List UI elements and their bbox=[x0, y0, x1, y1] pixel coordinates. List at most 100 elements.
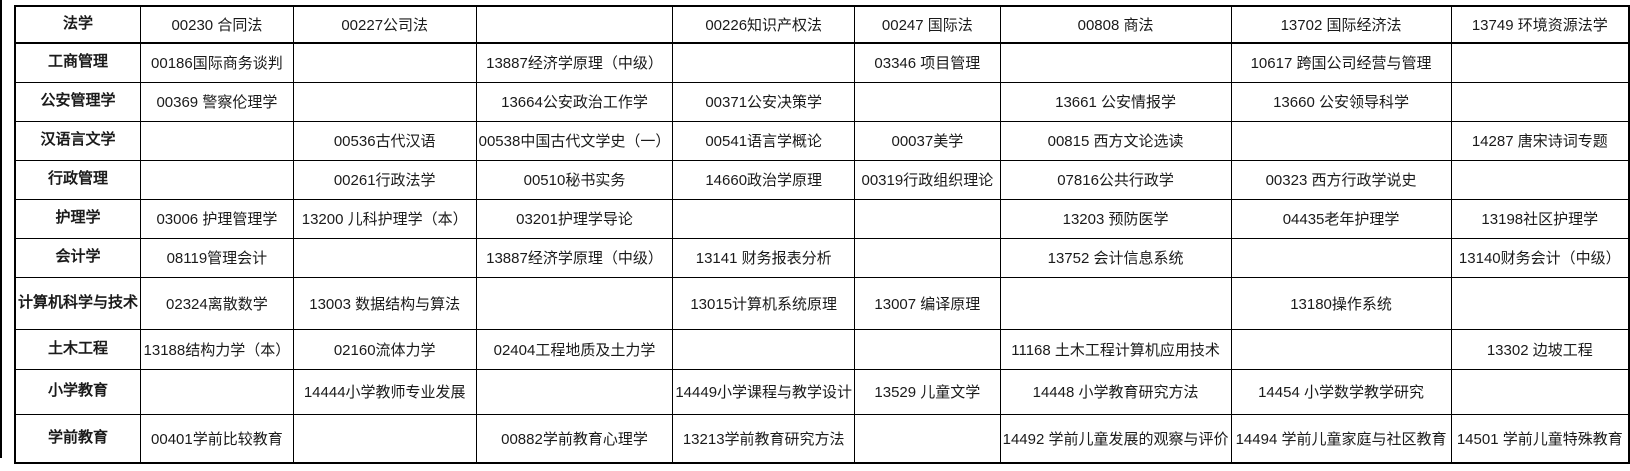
course-cell: 00230 合同法 bbox=[140, 5, 294, 44]
empty-cell bbox=[475, 5, 674, 44]
course-cell: 00186国际商务谈判 bbox=[140, 42, 294, 83]
course-cell: 00808 商法 bbox=[999, 5, 1232, 44]
course-cell: 00371公安决策学 bbox=[672, 81, 856, 122]
course-cell: 00261行政法学 bbox=[292, 159, 477, 200]
subject-row: 工商管理 00186国际商务谈判 13887经济学原理（中级） 03346 项目管理 1… bbox=[14, 42, 1630, 83]
course-cell: 13198社区护理学 bbox=[1450, 198, 1630, 239]
course-cell: 13003 数据结构与算法 bbox=[292, 276, 477, 330]
course-cell: 10617 跨国公司经营与管理 bbox=[1230, 42, 1452, 83]
subject-row: 法学 00230 合同法 00227公司法 00226知识产权法 00247 国际法 00… bbox=[14, 5, 1630, 44]
subject-row: 计算机科学与技术 02324离散数学 13003 数据结构与算法 13015计算机系统… bbox=[14, 276, 1630, 330]
subject-row: 行政管理 00261行政法学 00510秘书实务 14660政治学原理 00319行政组… bbox=[14, 159, 1630, 200]
empty-cell bbox=[475, 368, 674, 415]
course-cell: 13529 儿童文学 bbox=[854, 368, 1001, 415]
empty-cell bbox=[292, 237, 477, 278]
empty-cell bbox=[292, 413, 477, 464]
course-cell: 00323 西方行政学说史 bbox=[1230, 159, 1452, 200]
course-cell: 00037美学 bbox=[854, 120, 1001, 161]
empty-cell bbox=[672, 42, 856, 83]
major-cell: 会计学 bbox=[14, 237, 142, 278]
major-cell: 公安管理学 bbox=[14, 81, 142, 122]
course-cell: 07816公共行政学 bbox=[999, 159, 1232, 200]
course-cell: 03201护理学导论 bbox=[475, 198, 674, 239]
course-cell: 13007 编译原理 bbox=[854, 276, 1001, 330]
empty-cell bbox=[140, 159, 294, 200]
empty-cell bbox=[140, 368, 294, 415]
major-cell: 法学 bbox=[14, 5, 142, 44]
subject-row: 学前教育 00401学前比较教育 00882学前教育心理学 13213学前教育研究方法… bbox=[14, 413, 1630, 464]
major-cell: 工商管理 bbox=[14, 42, 142, 83]
empty-cell bbox=[1450, 368, 1630, 415]
empty-cell bbox=[999, 276, 1232, 330]
schedule-table-wrap: 法学 00230 合同法 00227公司法 00226知识产权法 00247 国际法 00… bbox=[14, 5, 1630, 464]
empty-cell bbox=[1450, 276, 1630, 330]
major-cell: 计算机科学与技术 bbox=[14, 276, 142, 330]
course-cell: 13141 财务报表分析 bbox=[672, 237, 856, 278]
empty-cell bbox=[292, 42, 477, 83]
course-cell: 11168 土木工程计算机应用技术 bbox=[999, 328, 1232, 370]
course-cell: 13702 国际经济法 bbox=[1230, 5, 1452, 44]
subject-row: 土木工程 13188结构力学（本） 02160流体力学 02404工程地质及土力学 11… bbox=[14, 328, 1630, 370]
course-cell: 02324离散数学 bbox=[140, 276, 294, 330]
empty-cell bbox=[1230, 237, 1452, 278]
subject-row: 小学教育 14444小学教师专业发展 14449小学课程与教学设计 13529 儿童文… bbox=[14, 368, 1630, 415]
course-schedule-table: 法学 00230 合同法 00227公司法 00226知识产权法 00247 国际法 00… bbox=[14, 5, 1630, 464]
course-cell: 00227公司法 bbox=[292, 5, 477, 44]
course-cell: 13200 儿科护理学（本） bbox=[292, 198, 477, 239]
empty-cell bbox=[854, 81, 1001, 122]
major-cell: 小学教育 bbox=[14, 368, 142, 415]
course-cell: 13660 公安领导科学 bbox=[1230, 81, 1452, 122]
empty-cell bbox=[854, 413, 1001, 464]
course-cell: 14287 唐宋诗词专题 bbox=[1450, 120, 1630, 161]
empty-cell bbox=[854, 198, 1001, 239]
empty-cell bbox=[1230, 120, 1452, 161]
course-cell: 00882学前教育心理学 bbox=[475, 413, 674, 464]
course-cell: 13749 环境资源法学 bbox=[1450, 5, 1630, 44]
course-cell: 13302 边坡工程 bbox=[1450, 328, 1630, 370]
course-cell: 13203 预防医学 bbox=[999, 198, 1232, 239]
course-cell: 03346 项目管理 bbox=[854, 42, 1001, 83]
empty-cell bbox=[672, 328, 856, 370]
empty-cell bbox=[854, 237, 1001, 278]
empty-cell bbox=[999, 42, 1232, 83]
course-cell: 00541语言学概论 bbox=[672, 120, 856, 161]
course-cell: 14444小学教师专业发展 bbox=[292, 368, 477, 415]
course-cell: 13661 公安情报学 bbox=[999, 81, 1232, 122]
cropped-edge-line bbox=[0, 0, 2, 458]
course-cell: 14494 学前儿童家庭与社区教育 bbox=[1230, 413, 1452, 464]
empty-cell bbox=[854, 328, 1001, 370]
course-cell: 14449小学课程与教学设计 bbox=[672, 368, 856, 415]
course-cell: 13140财务会计（中级） bbox=[1450, 237, 1630, 278]
course-cell: 13887经济学原理（中级） bbox=[475, 42, 674, 83]
course-cell: 14660政治学原理 bbox=[672, 159, 856, 200]
empty-cell bbox=[672, 198, 856, 239]
course-cell: 13180操作系统 bbox=[1230, 276, 1452, 330]
course-cell: 13213学前教育研究方法 bbox=[672, 413, 856, 464]
course-cell: 13887经济学原理（中级） bbox=[475, 237, 674, 278]
empty-cell bbox=[1230, 328, 1452, 370]
major-cell: 护理学 bbox=[14, 198, 142, 239]
subject-row: 公安管理学 00369 警察伦理学 13664公安政治工作学 00371公安决策学 13… bbox=[14, 81, 1630, 122]
course-cell: 04435老年护理学 bbox=[1230, 198, 1452, 239]
major-cell: 汉语言文学 bbox=[14, 120, 142, 161]
major-cell: 学前教育 bbox=[14, 413, 142, 464]
empty-cell bbox=[292, 81, 477, 122]
major-cell: 土木工程 bbox=[14, 328, 142, 370]
subject-row: 汉语言文学 00536古代汉语 00538中国古代文学史（一） 00541语言学概论 0… bbox=[14, 120, 1630, 161]
subject-row: 护理学 03006 护理管理学 13200 儿科护理学（本） 03201护理学导论 13… bbox=[14, 198, 1630, 239]
course-cell: 00538中国古代文学史（一） bbox=[475, 120, 674, 161]
course-cell: 14501 学前儿童特殊教育 bbox=[1450, 413, 1630, 464]
empty-cell bbox=[1450, 81, 1630, 122]
course-cell: 02160流体力学 bbox=[292, 328, 477, 370]
course-cell: 00319行政组织理论 bbox=[854, 159, 1001, 200]
major-cell: 行政管理 bbox=[14, 159, 142, 200]
course-cell: 00369 警察伦理学 bbox=[140, 81, 294, 122]
course-cell: 00510秘书实务 bbox=[475, 159, 674, 200]
course-cell: 02404工程地质及土力学 bbox=[475, 328, 674, 370]
empty-cell bbox=[1450, 42, 1630, 83]
course-cell: 14448 小学教育研究方法 bbox=[999, 368, 1232, 415]
course-cell: 13752 会计信息系统 bbox=[999, 237, 1232, 278]
course-cell: 13188结构力学（本） bbox=[140, 328, 294, 370]
course-cell: 00401学前比较教育 bbox=[140, 413, 294, 464]
course-cell: 14454 小学数学教学研究 bbox=[1230, 368, 1452, 415]
